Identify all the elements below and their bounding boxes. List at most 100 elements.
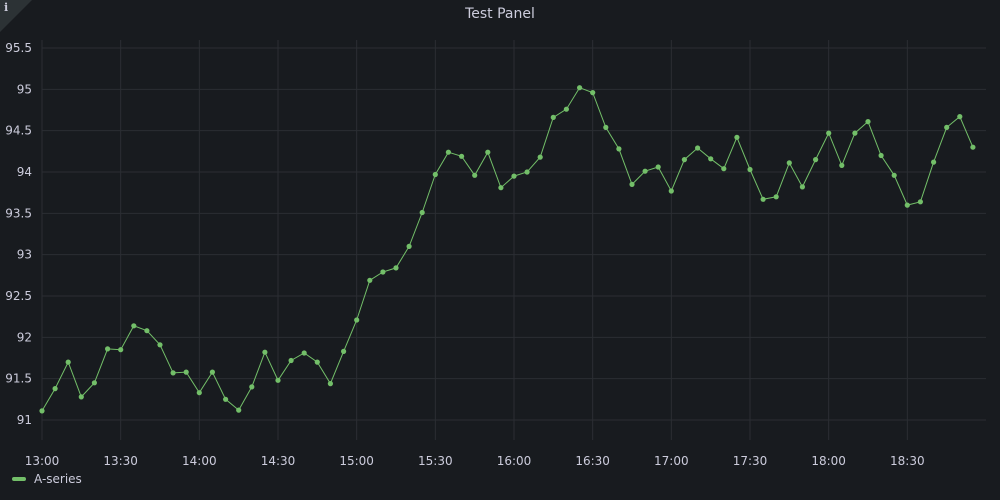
data-point[interactable]	[970, 144, 976, 150]
panel-title[interactable]: Test Panel	[465, 6, 535, 22]
data-point[interactable]	[577, 85, 583, 91]
data-point[interactable]	[327, 381, 333, 387]
data-point[interactable]	[629, 181, 635, 187]
data-point[interactable]	[668, 188, 674, 194]
data-point[interactable]	[760, 196, 766, 202]
data-point[interactable]	[236, 407, 242, 413]
data-point[interactable]	[498, 185, 504, 191]
data-point[interactable]	[380, 269, 386, 275]
data-point[interactable]	[314, 359, 320, 365]
legend-label-a-series[interactable]: A-series	[34, 472, 82, 486]
data-point[interactable]	[406, 243, 412, 249]
data-point[interactable]	[642, 168, 648, 174]
data-point[interactable]	[826, 130, 832, 136]
data-point[interactable]	[118, 347, 124, 353]
data-point[interactable]	[275, 377, 281, 383]
data-point[interactable]	[367, 277, 373, 283]
data-point[interactable]	[839, 162, 845, 168]
data-point[interactable]	[891, 172, 897, 178]
y-tick-label: 94	[17, 165, 32, 179]
data-point[interactable]	[524, 169, 530, 175]
data-point[interactable]	[354, 317, 360, 323]
x-tick-label: 17:00	[654, 454, 689, 468]
x-tick-label: 13:30	[103, 454, 138, 468]
data-point[interactable]	[957, 114, 963, 120]
x-tick-label: 13:00	[25, 454, 60, 468]
data-point[interactable]	[432, 171, 438, 178]
data-point[interactable]	[878, 152, 884, 159]
data-point[interactable]	[603, 124, 609, 130]
data-point[interactable]	[852, 130, 858, 136]
data-point[interactable]	[459, 153, 465, 159]
series-layer	[39, 85, 976, 414]
data-point[interactable]	[419, 209, 425, 216]
grid-layer	[41, 40, 986, 440]
data-point[interactable]	[301, 350, 307, 356]
data-point[interactable]	[590, 90, 596, 96]
data-point[interactable]	[52, 386, 58, 392]
data-point[interactable]	[78, 394, 84, 400]
data-point[interactable]	[931, 159, 937, 165]
x-tick-label: 15:00	[339, 454, 374, 468]
data-point[interactable]	[917, 199, 924, 205]
data-point[interactable]	[288, 357, 294, 364]
x-tick-label: 17:30	[733, 454, 768, 468]
data-point[interactable]	[144, 328, 150, 334]
data-point[interactable]	[105, 346, 111, 352]
data-point[interactable]	[799, 184, 806, 190]
data-point[interactable]	[511, 173, 517, 179]
data-point[interactable]	[786, 160, 792, 166]
data-point[interactable]	[209, 369, 215, 375]
y-tick-label: 93.5	[5, 206, 32, 220]
data-point[interactable]	[563, 106, 570, 112]
data-point[interactable]	[944, 124, 950, 130]
y-tick-label: 92.5	[5, 289, 32, 303]
data-point[interactable]	[747, 166, 753, 173]
data-point[interactable]	[655, 164, 661, 170]
y-tick-label: 95.5	[5, 41, 32, 55]
data-point[interactable]	[537, 154, 543, 160]
data-point[interactable]	[734, 134, 740, 140]
data-point[interactable]	[472, 172, 478, 178]
info-corner[interactable]	[0, 0, 32, 32]
data-point[interactable]	[39, 408, 45, 414]
data-point[interactable]	[904, 202, 910, 208]
y-tick-label: 93	[17, 248, 32, 262]
data-point[interactable]	[445, 149, 451, 155]
series-line-a-series[interactable]	[41, 87, 974, 412]
data-point[interactable]	[91, 380, 97, 386]
data-point[interactable]	[249, 384, 255, 390]
x-axis-labels: 13:00 13:30 14:00 14:30 15:00 15:30 16:00 16:30…	[25, 454, 925, 468]
data-point[interactable]	[196, 390, 202, 396]
data-point[interactable]	[131, 323, 137, 329]
data-point[interactable]	[262, 349, 268, 355]
data-point[interactable]	[813, 157, 819, 163]
data-point[interactable]	[485, 149, 491, 155]
data-point[interactable]	[773, 194, 779, 200]
data-point[interactable]	[865, 119, 871, 125]
data-point[interactable]	[393, 265, 399, 271]
x-tick-label: 16:00	[497, 454, 532, 468]
x-tick-label: 16:30	[575, 454, 610, 468]
y-tick-label: 95	[17, 82, 32, 96]
data-point[interactable]	[708, 156, 714, 162]
data-point[interactable]	[550, 114, 556, 120]
data-point[interactable]	[223, 396, 229, 402]
y-tick-label: 91	[17, 413, 32, 427]
data-point[interactable]	[157, 342, 163, 348]
data-point[interactable]	[341, 348, 347, 354]
data-point[interactable]	[721, 166, 727, 172]
y-axis-labels: 91 91.5 92 92.5 93 93.5 94 94.5 95 95.5	[5, 41, 32, 427]
legend-swatch-a-series[interactable]	[12, 477, 26, 481]
y-tick-label: 91.5	[5, 372, 32, 386]
data-point[interactable]	[681, 157, 688, 163]
x-tick-label: 18:30	[890, 454, 925, 468]
info-icon[interactable]: i	[4, 1, 9, 14]
data-point[interactable]	[183, 369, 189, 375]
data-point[interactable]	[65, 359, 71, 365]
data-point[interactable]	[695, 145, 701, 151]
data-point[interactable]	[170, 370, 176, 376]
y-tick-label: 92	[17, 330, 32, 344]
data-point[interactable]	[616, 146, 622, 152]
